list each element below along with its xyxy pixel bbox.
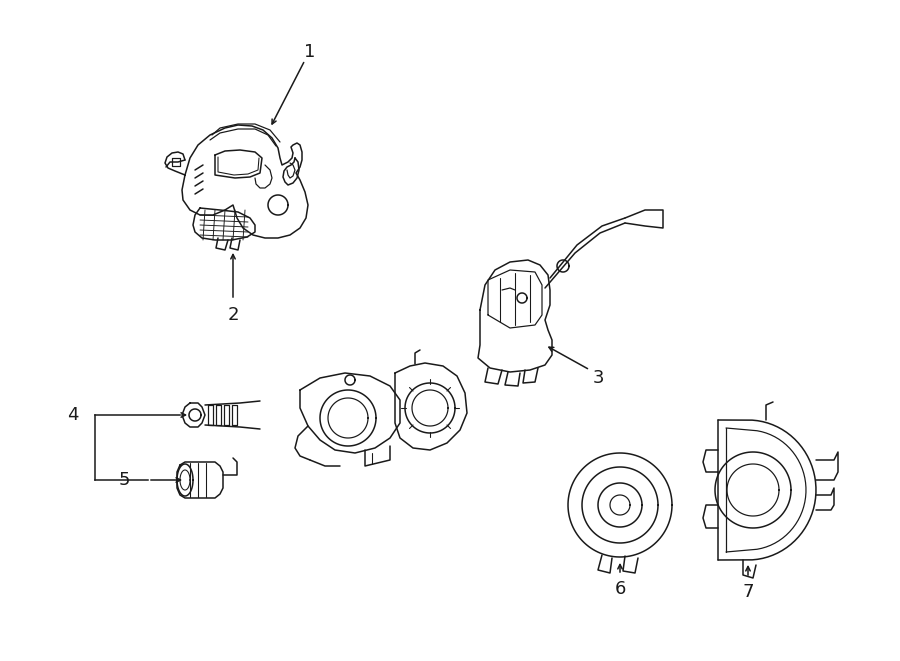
Text: 5: 5 bbox=[119, 471, 130, 489]
Text: 4: 4 bbox=[68, 406, 79, 424]
Text: 2: 2 bbox=[227, 306, 239, 324]
Text: 6: 6 bbox=[615, 580, 626, 598]
Text: 3: 3 bbox=[592, 369, 604, 387]
Text: 1: 1 bbox=[304, 43, 316, 61]
Text: 7: 7 bbox=[742, 583, 754, 601]
